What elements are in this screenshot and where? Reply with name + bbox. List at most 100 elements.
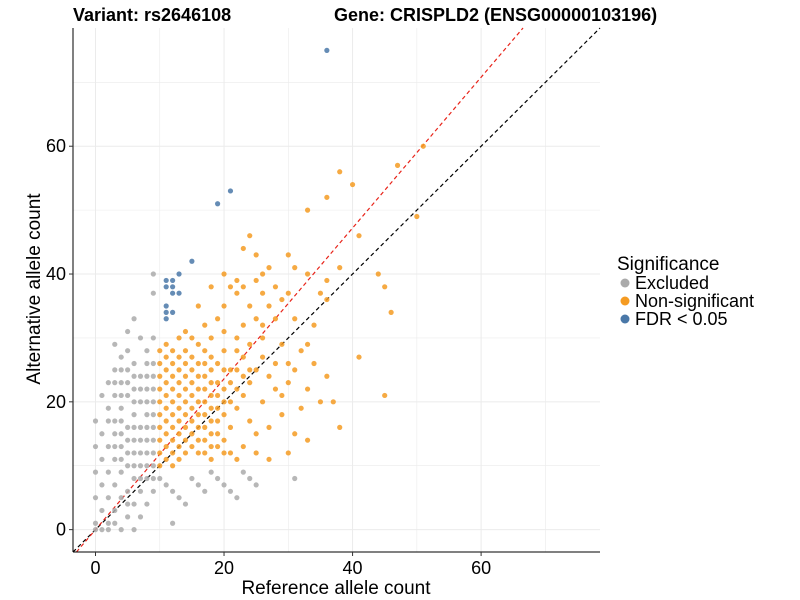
data-point-fdr-0-05 [163, 309, 169, 315]
legend-label-non-significant: Non-significant [635, 291, 754, 311]
data-point-excluded [131, 386, 137, 392]
data-point-excluded [105, 418, 111, 424]
data-point-non-significant [163, 405, 169, 411]
data-point-non-significant [337, 424, 343, 430]
data-point-non-significant [266, 265, 272, 271]
data-point-non-significant [240, 443, 246, 450]
data-point-excluded [221, 482, 227, 488]
data-point-non-significant [253, 450, 259, 456]
data-point-excluded [105, 520, 111, 526]
data-point-excluded [137, 386, 144, 392]
legend-swatch-fdr [620, 314, 630, 324]
data-point-non-significant [202, 412, 208, 418]
data-point-non-significant [163, 380, 169, 386]
data-point-non-significant [170, 463, 176, 469]
data-point-non-significant [240, 284, 246, 290]
data-point-non-significant [285, 252, 291, 258]
data-point-excluded [131, 527, 137, 533]
data-point-non-significant [304, 386, 311, 392]
data-point-excluded [131, 450, 137, 456]
data-point-non-significant [227, 399, 234, 405]
data-point-excluded [105, 405, 111, 411]
data-point-non-significant [266, 424, 272, 430]
data-point-non-significant [221, 399, 227, 405]
data-point-excluded [112, 482, 118, 488]
data-point-non-significant [311, 360, 317, 367]
data-point-non-significant [234, 405, 240, 411]
data-point-fdr-0-05 [176, 271, 182, 277]
data-point-non-significant [189, 405, 195, 411]
data-point-excluded [105, 495, 111, 501]
data-point-excluded [234, 495, 240, 501]
data-point-excluded [137, 335, 144, 341]
y-tick-label: 40 [46, 264, 66, 284]
data-point-fdr-0-05 [189, 258, 195, 264]
data-point-excluded [131, 501, 137, 507]
data-point-non-significant [215, 360, 221, 367]
data-point-non-significant [330, 399, 336, 405]
data-point-non-significant [227, 380, 234, 386]
data-point-non-significant [202, 322, 208, 328]
data-point-non-significant [182, 450, 189, 456]
data-point-non-significant [215, 405, 221, 411]
data-point-non-significant [189, 418, 195, 424]
data-point-non-significant [221, 412, 227, 418]
data-point-excluded [208, 469, 214, 475]
data-point-excluded [137, 514, 144, 520]
data-point-non-significant [221, 450, 227, 456]
data-point-excluded [125, 514, 131, 520]
data-point-excluded [144, 475, 150, 482]
data-point-excluded [170, 488, 176, 494]
data-point-fdr-0-05 [324, 47, 330, 53]
data-point-excluded [157, 475, 163, 482]
data-point-non-significant [234, 335, 240, 341]
data-point-excluded [150, 412, 156, 418]
data-point-excluded [150, 386, 156, 392]
data-point-non-significant [272, 386, 279, 392]
data-point-non-significant [163, 418, 169, 424]
data-point-non-significant [420, 143, 426, 149]
data-point-non-significant [324, 296, 330, 303]
y-axis-title: Alternative allele count [24, 193, 45, 385]
data-point-non-significant [202, 348, 208, 354]
data-point-excluded [144, 450, 150, 456]
data-point-non-significant [292, 367, 298, 373]
data-point-excluded [170, 520, 176, 526]
data-point-non-significant [382, 392, 388, 399]
data-point-excluded [150, 488, 156, 494]
data-point-non-significant [227, 450, 234, 456]
data-point-non-significant [170, 386, 176, 392]
data-point-non-significant [163, 354, 169, 360]
data-point-non-significant [176, 456, 182, 462]
data-point-non-significant [182, 399, 189, 405]
data-point-excluded [144, 501, 150, 507]
data-point-non-significant [189, 335, 195, 341]
data-point-excluded [144, 373, 150, 379]
data-point-excluded [118, 405, 124, 411]
data-point-non-significant [221, 348, 227, 354]
data-point-excluded [202, 488, 208, 494]
data-point-excluded [253, 482, 259, 488]
data-point-non-significant [176, 431, 182, 437]
x-tick-label: 0 [90, 558, 100, 578]
data-point-excluded [144, 360, 150, 367]
data-point-excluded [92, 527, 99, 533]
data-point-excluded [144, 386, 150, 392]
data-point-non-significant [157, 412, 163, 418]
data-point-excluded [125, 348, 131, 354]
data-point-non-significant [170, 399, 176, 405]
data-point-non-significant [234, 386, 240, 392]
data-point-excluded [137, 424, 144, 430]
data-point-excluded [99, 482, 105, 488]
data-point-excluded [137, 488, 144, 494]
data-point-excluded [118, 527, 124, 533]
data-point-non-significant [215, 392, 221, 399]
data-point-non-significant [157, 360, 163, 367]
data-point-non-significant [279, 392, 285, 399]
data-point-non-significant [285, 290, 291, 296]
data-point-non-significant [202, 399, 208, 405]
data-point-non-significant [189, 354, 195, 360]
data-point-non-significant [414, 213, 420, 220]
data-point-excluded [131, 412, 137, 418]
data-point-non-significant [227, 284, 234, 290]
